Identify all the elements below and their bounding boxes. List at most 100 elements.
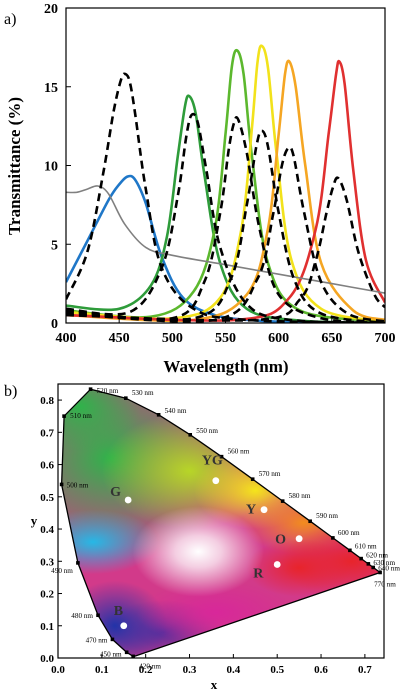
wavelength-tick [308,519,312,524]
y-tick-label-b: 0.4 [40,524,54,536]
wavelength-tick [124,396,128,400]
wavelength-label: 520 nm [97,387,119,395]
y-tick-label-a: 20 [44,2,58,17]
panel-b-label: b) [4,383,17,400]
color-point-r [273,561,281,568]
panel-a-label: a) [4,11,16,28]
solid-series-5 [66,59,385,322]
wavelength-label: 600 nm [338,529,360,537]
x-tick-label-a: 450 [109,331,130,346]
wavelength-label: 530 nm [132,389,154,397]
y-tick-label-b: 0.3 [40,556,54,568]
wavelength-label: 510 nm [70,412,92,420]
wavelength-tick [348,548,352,553]
wavelength-tick [219,454,224,459]
y-tick-label-b: 0.5 [40,492,54,504]
wavelength-tick [359,556,363,561]
wavelength-label: 490 nm [51,567,73,575]
point-label-y: Y [246,503,256,518]
color-gamut-fill [61,389,381,657]
x-tick-label-a: 650 [321,331,342,346]
wavelength-label: 590 nm [316,512,338,520]
x-tick-label-b: 0.2 [139,664,153,676]
chromaticity-diagram: 0.0 0.1 0.2 0.3 0.4 0.5 0.6 0.7 0.0 0.1 0.2 0.3 0.4 0… [31,383,400,692]
x-tick-label-a: 700 [375,331,396,346]
y-tick-label-a: 5 [51,238,58,253]
dashed-series-9 [66,115,385,323]
x-tick-label-b: 0.3 [183,664,197,676]
dashed-series-12 [66,176,385,322]
wavelength-tick [366,562,371,566]
y-tick-label-b: 0.6 [40,460,54,472]
x-tick-label-b: 0.7 [358,664,372,676]
wavelength-tick [378,570,382,575]
wavelength-label: 630 nm [373,559,395,567]
wavelength-tick [280,499,285,503]
color-point-g [124,496,132,504]
point-label-g: G [110,485,121,500]
y-tick-label-a: 10 [44,160,58,175]
x-tick-label-b: 0.0 [51,664,65,676]
wavelength-tick [62,414,66,418]
wavelength-label: 770 nm [374,580,396,588]
wavelength-tick [110,637,115,642]
y-tick-label-b: 0.1 [40,621,54,633]
wavelength-tick [156,413,161,417]
x-tick-label-b: 0.4 [226,664,240,676]
y-tick-label-b: 0.2 [40,589,54,601]
wavelength-tick [88,387,93,391]
solid-series-2 [66,48,385,323]
x-tick-label-a: 500 [162,331,183,346]
wavelength-tick [188,433,193,437]
transmittance-chart: 400 450 500 550 600 650 700 0 5 10 15 20 Wavelength… [5,2,396,376]
y-tick-label-a: 15 [44,81,58,96]
wavelength-label: 420 nm [139,662,161,670]
y-tick-label-b: 0.8 [40,395,54,407]
plot-frame-b [57,383,385,659]
color-point-b [120,622,128,630]
y-axis-label-a: Transmittance (%) [5,97,24,235]
wavelength-label: 570 nm [259,470,281,478]
wavelength-tick [371,565,376,570]
y-axis-label-b: y [31,513,38,528]
dashed-series-11 [66,145,385,323]
y-tick-label-b: 0.7 [40,427,54,439]
solid-series-1 [66,94,385,323]
color-point-o [295,535,303,543]
point-label-o: O [275,533,286,548]
color-point-y [260,506,268,514]
wavelength-tick [96,613,100,618]
x-axis-label-a: Wavelength (nm) [163,357,288,376]
solid-series-4 [66,59,385,323]
point-label-b: B [114,604,123,619]
color-point-yg [212,477,220,485]
solid-series-0 [66,174,385,323]
wavelength-label: 560 nm [228,448,250,456]
x-tick-label-b: 0.6 [314,664,328,676]
wavelength-tick [131,654,135,659]
wavelength-tick [331,536,335,540]
wavelength-label: 640 nm [378,564,400,572]
wavelength-label: 580 nm [289,492,311,500]
x-tick-label-a: 600 [268,331,289,346]
x-tick-label-b: 0.5 [270,664,284,676]
dashed-series-8 [66,112,385,323]
wavelength-label: 620 nm [366,552,388,560]
x-tick-label-a: 550 [215,331,236,346]
x-tick-label-a: 400 [56,331,77,346]
x-tick-label-b: 0.1 [95,664,109,676]
y-tick-label-a: 0 [51,317,58,332]
wavelength-label: 450 nm [100,650,122,658]
wavelength-tick [76,561,80,565]
wavelength-label: 610 nm [355,542,377,550]
wavelength-tick [124,650,129,655]
wavelength-label: 540 nm [165,407,187,415]
dashed-series-7 [66,72,385,323]
wavelength-label: 480 nm [71,612,93,620]
y-tick-label-b: 0.0 [40,653,54,665]
wavelength-label: 500 nm [67,481,89,489]
wavelength-tick [59,482,64,487]
point-label-yg: YG [202,454,223,469]
solid-series-3 [66,44,385,323]
